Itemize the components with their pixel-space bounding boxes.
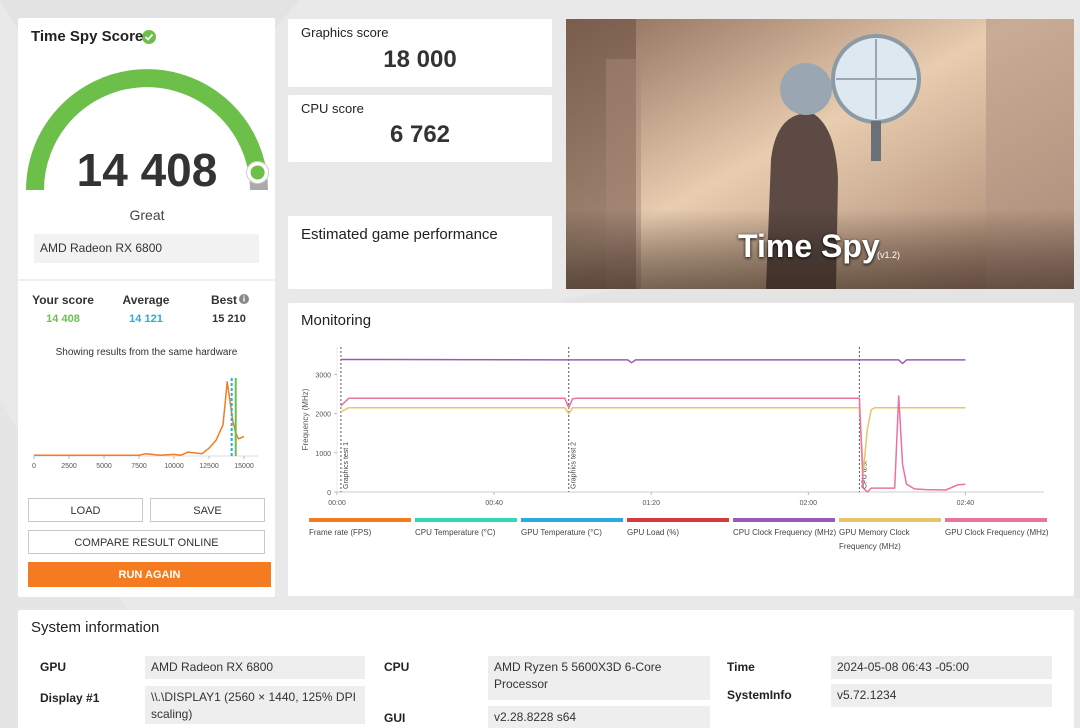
y-tick-label: 3000 (315, 372, 331, 379)
load-button[interactable]: LOAD (28, 498, 143, 522)
info-value: \\.\DISPLAY1 (2560 × 1440, 125% DPI scal… (145, 686, 365, 724)
legend-item[interactable]: Frame rate (FPS) (309, 518, 415, 554)
banner-version: (v1.2) (877, 250, 901, 260)
check-icon (142, 30, 156, 44)
x-tick-label: 02:00 (800, 500, 818, 507)
legend-label: Frame rate (FPS) (309, 528, 372, 537)
your-score: 14 408 (46, 313, 80, 325)
y-tick-label: 1000 (315, 451, 331, 458)
note: Showing results from the same hardware (55, 347, 238, 358)
legend-swatch (627, 518, 729, 522)
y-axis-label: Frequency (MHz) (301, 388, 310, 450)
legend-label: GPU Memory Clock Frequency (MHz) (839, 528, 910, 551)
gauge-knob-dot (250, 165, 265, 180)
save-button[interactable]: SAVE (150, 498, 265, 522)
x-tick-label: 12500 (199, 463, 219, 470)
label: Average (122, 293, 170, 307)
banner-title: Time Spy (738, 228, 880, 264)
info-value: v5.72.1234 (831, 684, 1052, 707)
gauge-arc (26, 69, 267, 191)
best-score: 15 210 (212, 313, 246, 325)
x-tick-label: 5000 (96, 463, 112, 470)
average-score: 14 121 (129, 313, 163, 325)
legend-label: GPU Clock Frequency (MHz) (945, 528, 1049, 537)
legend-label: GPU Load (%) (627, 528, 680, 537)
info-value: v2.28.8228 s64 (488, 706, 710, 728)
monitoring-title: Monitoring (301, 312, 372, 329)
info-label: GPU (40, 660, 67, 674)
info-label: Display #1 (40, 691, 100, 705)
legend-swatch (521, 518, 623, 522)
legend-item[interactable]: GPU Load (%) (627, 518, 733, 554)
legend-label: CPU Clock Frequency (MHz) (733, 528, 837, 537)
series-line (340, 406, 966, 474)
x-tick-label: 10000 (164, 463, 184, 470)
legend-item[interactable]: GPU Clock Frequency (MHz) (945, 518, 1051, 554)
banner-image (566, 19, 1074, 289)
x-tick-label: 15000 (234, 463, 254, 470)
x-tick-label: 00:00 (328, 500, 346, 507)
graphics-score: 18 000 (383, 46, 457, 73)
info-label: Time (727, 660, 755, 674)
system-info-title: System information (31, 619, 160, 636)
gpu-name: AMD Radeon RX 6800 (34, 234, 259, 263)
cpu-score-box (288, 95, 552, 162)
estimated-box (288, 216, 552, 289)
info-label: GUI (384, 711, 406, 725)
legend-item[interactable]: GPU Temperature (°C) (521, 518, 627, 554)
y-tick-label: 0 (327, 490, 331, 497)
monitoring-chart: Frequency (MHz) 0 1000 2000 3000 00:00 00:40 01… (301, 347, 1044, 507)
estimated-title: Estimated game performance (301, 226, 498, 243)
legend-item[interactable]: GPU Memory Clock Frequency (MHz) (839, 518, 945, 554)
x-tick-label: 0 (32, 463, 36, 470)
distribution-line (34, 381, 245, 456)
compare-button[interactable]: COMPARE RESULT ONLINE (28, 530, 265, 554)
info-value: 2024-05-08 06:43 -05:00 (831, 656, 1052, 679)
rating: Great (129, 207, 165, 223)
cpu-score: 6 762 (389, 121, 451, 148)
legend-swatch (415, 518, 517, 522)
distribution-chart: 0 2500 5000 7500 10000 12500 15000 (32, 378, 258, 470)
series-line (340, 358, 966, 365)
test-label: CPU test (861, 461, 868, 489)
monitoring-panel (288, 303, 1074, 596)
info-value: AMD Radeon RX 6800 (145, 656, 365, 679)
info-icon (239, 294, 249, 304)
test-label: Graphics test 1 (343, 442, 350, 489)
label: Graphics score (301, 25, 389, 40)
label: Best (211, 293, 238, 307)
info-value: AMD Ryzen 5 5600X3D 6-Core Processor (488, 656, 710, 700)
x-tick-label: 01:20 (642, 500, 660, 507)
x-tick-label: 2500 (61, 463, 77, 470)
legend-swatch (733, 518, 835, 522)
legend-item[interactable]: CPU Temperature (°C) (415, 518, 521, 554)
run-again-button[interactable]: RUN AGAIN (28, 562, 271, 587)
legend-item[interactable]: CPU Clock Frequency (MHz) (733, 518, 839, 554)
legend-swatch (839, 518, 941, 522)
x-tick-label: 02:40 (957, 500, 975, 507)
label: Your score (32, 293, 94, 307)
legend-label: CPU Temperature (°C) (415, 528, 496, 537)
main-score: 14 408 (76, 144, 218, 196)
legend-swatch (945, 518, 1047, 522)
y-tick-label: 2000 (315, 412, 331, 419)
panel-title: Time Spy Score (31, 28, 144, 45)
test-label: Graphics test 2 (571, 442, 578, 489)
x-tick-label: 7500 (131, 463, 147, 470)
legend-label: GPU Temperature (°C) (521, 528, 602, 537)
series-line (340, 395, 966, 493)
x-tick-label: 00:40 (485, 500, 503, 507)
label: CPU score (301, 101, 364, 116)
info-label: SystemInfo (727, 688, 792, 702)
legend-swatch (309, 518, 411, 522)
info-label: CPU (384, 660, 410, 674)
legend: Frame rate (FPS) CPU Temperature (°C) GPU … (309, 518, 1069, 554)
graphics-score-box (288, 19, 552, 87)
